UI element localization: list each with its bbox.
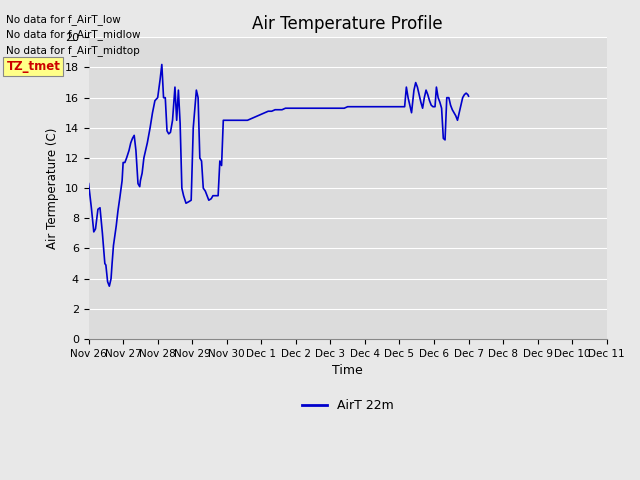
Y-axis label: Air Termperature (C): Air Termperature (C) — [46, 128, 59, 249]
Text: No data for f_AirT_low: No data for f_AirT_low — [6, 13, 121, 24]
X-axis label: Time: Time — [332, 364, 363, 377]
Legend: AirT 22m: AirT 22m — [297, 394, 399, 417]
Title: Air Temperature Profile: Air Temperature Profile — [252, 15, 443, 33]
Text: No data for f_AirT_midtop: No data for f_AirT_midtop — [6, 45, 140, 56]
Text: No data for f_AirT_midlow: No data for f_AirT_midlow — [6, 29, 141, 40]
Text: TZ_tmet: TZ_tmet — [6, 60, 60, 72]
